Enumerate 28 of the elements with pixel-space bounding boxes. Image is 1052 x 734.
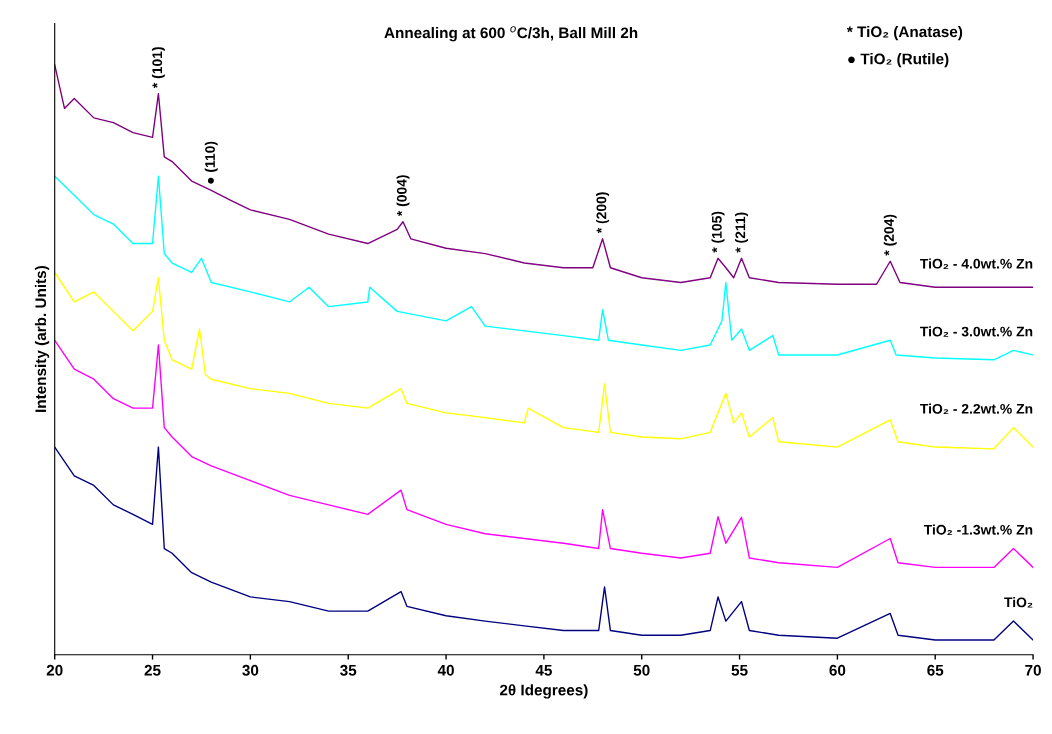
annotation: * (101) bbox=[151, 47, 165, 89]
x-tick-label: 65 bbox=[927, 664, 944, 676]
annotation: ● (110) bbox=[204, 141, 218, 184]
x-tick-label: 30 bbox=[242, 664, 259, 676]
x-tick-label: 20 bbox=[46, 664, 63, 676]
x-tick-label: 40 bbox=[437, 664, 454, 676]
annotation: * (105) bbox=[711, 211, 725, 253]
x-tick-label: 35 bbox=[340, 664, 357, 676]
x-tick-label: 55 bbox=[731, 665, 748, 676]
annotation: ● TiO₂ (Rutile) bbox=[848, 53, 949, 68]
annotation: * (204) bbox=[883, 214, 897, 256]
x-tick-label: 70 bbox=[1025, 664, 1041, 676]
annotation: * (211) bbox=[735, 212, 748, 253]
x-axis-title: 2θ Idegrees) bbox=[499, 684, 588, 699]
series-label: TiO₂ - 2.2wt.% Zn bbox=[920, 403, 1033, 415]
series-label: TiO₂ bbox=[1004, 597, 1033, 608]
series-label: TiO₂ - 3.0wt.% Zn bbox=[920, 326, 1033, 337]
series-label: TiO₂ -1.3wt.% Zn bbox=[923, 524, 1033, 535]
annotation: * (200) bbox=[596, 192, 610, 234]
chart-title: Annealing at 600 $^{o}$C/3h, Ball Mill 2h bbox=[384, 26, 638, 42]
text: * TiO₂ (Anatase) bbox=[846, 25, 963, 41]
annotation: * (004) bbox=[396, 175, 410, 217]
x-tick-label: 25 bbox=[144, 664, 161, 676]
y-axis-title: Intensity (arb. Units) bbox=[34, 266, 50, 412]
x-tick-label: 50 bbox=[633, 664, 650, 676]
series-label: TiO₂ - 4.0wt.% Zn bbox=[920, 258, 1033, 269]
x-tick-label: 60 bbox=[829, 664, 846, 676]
x-tick-label: 45 bbox=[535, 665, 552, 676]
